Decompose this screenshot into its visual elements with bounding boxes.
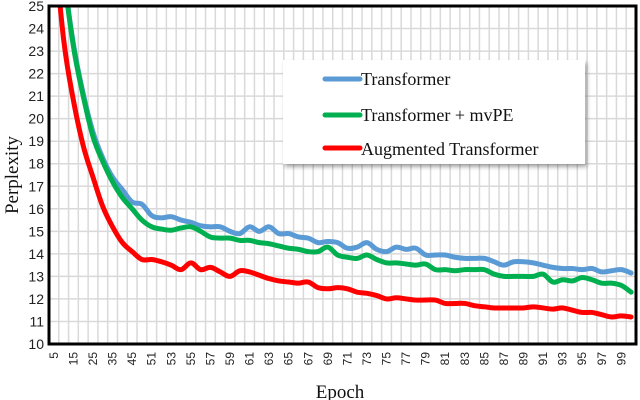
x-tick-label: 89: [516, 352, 530, 366]
y-tick-label: 14: [28, 246, 44, 262]
legend-item-transformer: Transformer: [322, 69, 450, 89]
x-tick-label: 95: [575, 352, 589, 366]
x-tick-label: 77: [399, 352, 413, 366]
x-tick-label: 69: [321, 352, 335, 366]
y-tick-label: 25: [28, 0, 44, 14]
y-tick-label: 24: [28, 21, 44, 37]
legend-label-transformer: Transformer: [361, 69, 450, 89]
y-tick-label: 17: [28, 178, 44, 194]
series-line-augmented-transformer: [57, 6, 634, 320]
x-tick-label: 55: [184, 352, 198, 366]
x-tick-label: 97: [595, 352, 609, 366]
x-tick-label: 59: [223, 352, 237, 366]
y-tick-label: 21: [28, 88, 44, 104]
x-tick-label: 85: [477, 352, 491, 366]
y-tick-label: 18: [28, 156, 44, 172]
x-tick-label: 45: [125, 352, 139, 366]
x-tick-label: 93: [556, 352, 570, 366]
y-tick-label: 16: [28, 201, 44, 217]
y-axis-ticks: 10 11 12 13 14 15 16 17 18 19 20 21 22 23 24 25: [28, 0, 44, 352]
x-tick-label: 57: [203, 352, 217, 366]
x-tick-label: 71: [340, 352, 354, 366]
x-axis-ticks: 5 15 25 35 45 51 53 55 57 59 61 63 65 67 69 71 73 75 77 79 8…: [47, 352, 628, 366]
x-tick-label: 81: [438, 352, 452, 366]
legend-label-augmented-transformer: Augmented Transformer: [361, 139, 538, 159]
x-tick-label: 35: [106, 352, 120, 366]
y-tick-label: 19: [28, 133, 44, 149]
x-tick-label: 67: [301, 352, 315, 366]
y-tick-label: 15: [28, 223, 44, 239]
y-tick-label: 11: [29, 313, 44, 329]
y-tick-label: 13: [28, 268, 44, 284]
x-tick-label: 53: [164, 352, 178, 366]
y-tick-label: 12: [28, 291, 44, 307]
x-tick-label: 63: [262, 352, 276, 366]
y-tick-label: 10: [28, 336, 44, 352]
legend-label-transformer-mvpe: Transformer + mvPE: [361, 105, 513, 125]
x-tick-label: 83: [458, 352, 472, 366]
x-tick-label: 61: [243, 352, 257, 366]
x-tick-label: 15: [66, 352, 80, 366]
series-line-transformer-mvpe: [65, 6, 634, 295]
y-axis-title: Perplexity: [2, 135, 23, 214]
x-tick-label: 87: [497, 352, 511, 366]
x-tick-label: 91: [536, 352, 550, 366]
x-tick-label: 65: [282, 352, 296, 366]
x-tick-label: 73: [360, 352, 374, 366]
legend: Transformer Transformer + mvPE Augmented…: [283, 60, 585, 164]
plot-border: [47, 4, 638, 346]
series-lines: [57, 6, 634, 320]
series-line-transformer: [65, 6, 634, 276]
y-tick-label: 23: [28, 43, 44, 59]
x-tick-label: 75: [380, 352, 394, 366]
legend-item-transformer-mvpe: Transformer + mvPE: [322, 105, 513, 125]
gridlines: [49, 5, 636, 345]
x-axis-title: Epoch: [316, 382, 365, 400]
x-tick-label: 99: [614, 352, 628, 366]
y-tick-label: 20: [28, 111, 44, 127]
x-tick-label: 25: [86, 352, 100, 366]
x-tick-label: 79: [419, 352, 433, 366]
x-tick-label: 5: [47, 352, 61, 359]
legend-item-augmented-transformer: Augmented Transformer: [322, 139, 538, 159]
x-tick-label: 51: [145, 352, 159, 366]
y-tick-label: 22: [28, 66, 44, 82]
